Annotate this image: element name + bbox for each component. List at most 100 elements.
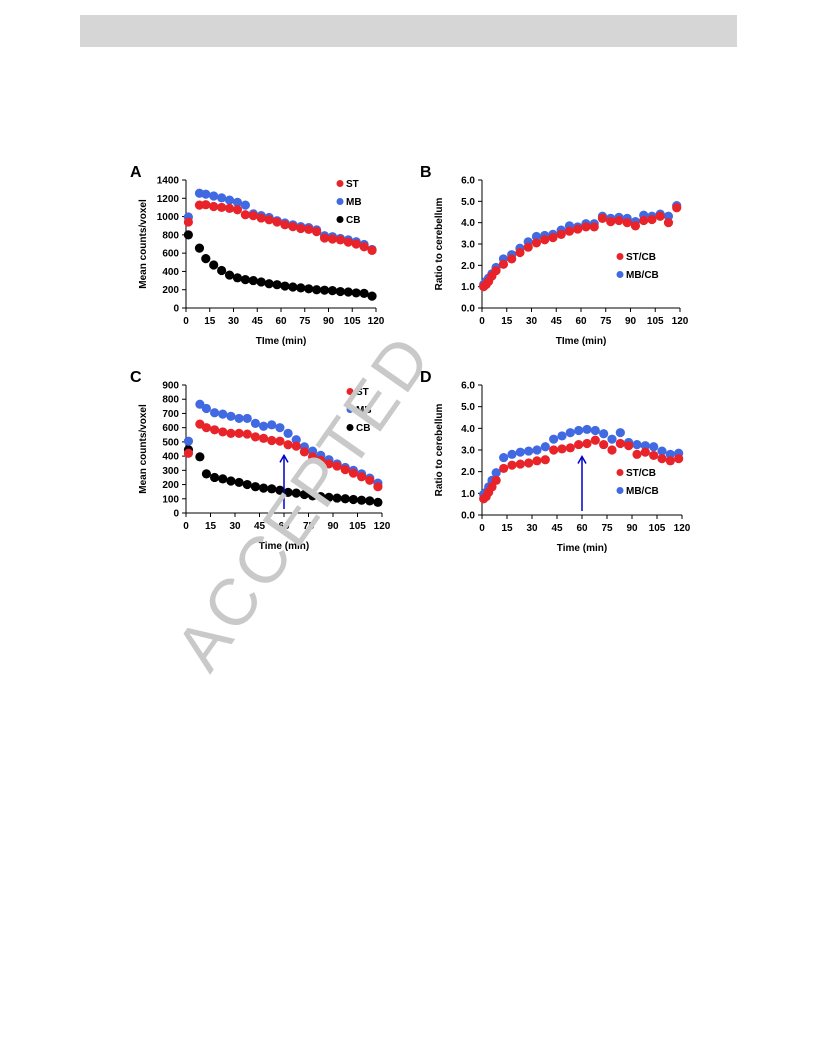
- data-point-cb: [264, 279, 274, 289]
- data-point-cb: [283, 487, 293, 497]
- x-tick-label: 15: [204, 316, 216, 327]
- data-point-st: [256, 213, 266, 223]
- data-point-st-cb: [630, 221, 641, 231]
- x-tick-label: 15: [501, 316, 513, 327]
- data-point-st: [226, 428, 236, 438]
- data-point-st-cb: [624, 441, 634, 451]
- data-point-st-cb: [622, 218, 632, 228]
- x-tick-label: 30: [526, 316, 538, 327]
- legend-label-st-cb: ST/CB: [626, 252, 656, 263]
- data-point-cb: [256, 277, 266, 287]
- y-tick-label: 5.0: [461, 197, 475, 208]
- y-axis-label: Ratio to cerebellum: [434, 404, 445, 497]
- data-point-st: [201, 200, 211, 210]
- data-point-cb: [275, 485, 285, 495]
- data-point-mb-cb: [531, 231, 542, 242]
- data-point-cb: [343, 287, 353, 297]
- x-tick-label: 105: [647, 316, 664, 327]
- x-tick-label: 120: [368, 316, 385, 327]
- data-point-mb: [226, 411, 236, 421]
- data-point-st-cb: [582, 438, 592, 449]
- data-point-cb: [194, 243, 205, 253]
- y-tick-label: 0: [173, 304, 179, 315]
- legend-label-mb: MB: [346, 197, 362, 208]
- x-tick-label: 45: [254, 521, 266, 532]
- y-axis-label: Ratio to cerebellum: [434, 198, 445, 291]
- data-point-cb: [280, 281, 290, 291]
- data-point-cb: [316, 492, 326, 502]
- data-point-st: [272, 217, 282, 227]
- data-point-st: [283, 440, 293, 450]
- data-point-st-cb: [581, 222, 591, 232]
- arrow-head: [577, 454, 587, 464]
- data-point-mb: [183, 436, 194, 446]
- data-point-mb-cb: [557, 431, 567, 441]
- data-point-st: [183, 448, 194, 458]
- x-tick-label: 75: [299, 316, 311, 327]
- data-point-st-cb: [549, 445, 559, 455]
- data-point-mb: [224, 195, 235, 205]
- data-point-mb-cb: [632, 439, 642, 450]
- x-tick-label: 30: [526, 523, 538, 534]
- x-tick-label: 60: [575, 316, 587, 327]
- data-point-mb: [195, 399, 205, 409]
- legend-label-mb-cb: MB/CB: [626, 270, 659, 281]
- data-point-st-cb: [574, 439, 584, 450]
- panel-letter-d: D: [420, 369, 432, 386]
- data-point-st: [343, 237, 353, 247]
- chart-panel-c: C 0 100 200 300 400 500 600 700 800 900 0 15 30 45 60 75…: [130, 369, 391, 552]
- data-point-st: [232, 205, 243, 215]
- legend-marker-st: [336, 180, 344, 187]
- legend-marker-mb-cb: [616, 487, 624, 494]
- data-point-st-cb: [639, 215, 649, 226]
- data-point-cb: [288, 282, 298, 292]
- legend-marker-st: [346, 388, 354, 395]
- legend-label-cb: CB: [356, 423, 370, 434]
- data-point-st-cb: [523, 242, 533, 252]
- data-point-st: [359, 242, 369, 252]
- data-point-cb: [209, 260, 219, 270]
- data-point-st-cb: [640, 447, 650, 457]
- x-tick-label: 0: [479, 523, 485, 534]
- legend-label-st-cb: ST/CB: [626, 468, 656, 479]
- x-tick-label: 75: [600, 316, 612, 327]
- data-point-st: [275, 436, 285, 446]
- data-point-mb: [201, 189, 211, 199]
- data-point-st: [242, 429, 252, 439]
- data-point-st-cb: [548, 233, 558, 243]
- y-tick-label: 0.0: [461, 511, 475, 522]
- data-point-mb-cb: [649, 442, 659, 452]
- data-point-st-cb: [531, 238, 542, 248]
- x-tick-label: 90: [327, 521, 339, 532]
- x-tick-label: 60: [576, 523, 588, 534]
- data-point-st: [312, 227, 322, 237]
- y-tick-label: 800: [162, 230, 179, 241]
- chart-panel-a: A 0 200 400 600 800 1000 1200 1400 0 15 30 45 60 75 90 1…: [130, 164, 385, 347]
- header-bar: [80, 15, 737, 47]
- data-point-st-cb: [632, 449, 642, 459]
- data-point-st-cb: [657, 454, 667, 464]
- data-point-st: [367, 245, 377, 255]
- data-point-st: [365, 475, 375, 485]
- data-point-st: [280, 220, 290, 230]
- data-point-st-cb: [491, 266, 501, 276]
- y-tick-label: 3.0: [461, 446, 475, 457]
- data-point-st: [332, 461, 342, 471]
- data-point-cb: [240, 275, 250, 285]
- data-point-st: [351, 239, 361, 249]
- data-point-st-cb: [499, 463, 509, 474]
- x-axis-label: Time (min): [557, 543, 607, 554]
- data-point-mb-cb: [574, 425, 584, 436]
- x-tick-label: 0: [479, 316, 485, 327]
- x-tick-label: 90: [626, 523, 638, 534]
- data-point-mb: [217, 193, 227, 203]
- data-point-mb-cb: [582, 424, 592, 435]
- data-point-st-cb: [674, 454, 684, 464]
- y-tick-label: 6.0: [461, 176, 475, 187]
- chart-panel-b: B 0.0 1.0 2.0 3.0 4.0 5.0 6.0 0 15 30 45 60 75 90 105 12…: [420, 164, 689, 347]
- y-tick-label: 400: [162, 452, 179, 463]
- data-point-st-cb: [515, 247, 525, 258]
- legend-marker-st-cb: [616, 469, 624, 476]
- y-tick-label: 0: [173, 509, 179, 520]
- data-point-cb: [335, 286, 345, 297]
